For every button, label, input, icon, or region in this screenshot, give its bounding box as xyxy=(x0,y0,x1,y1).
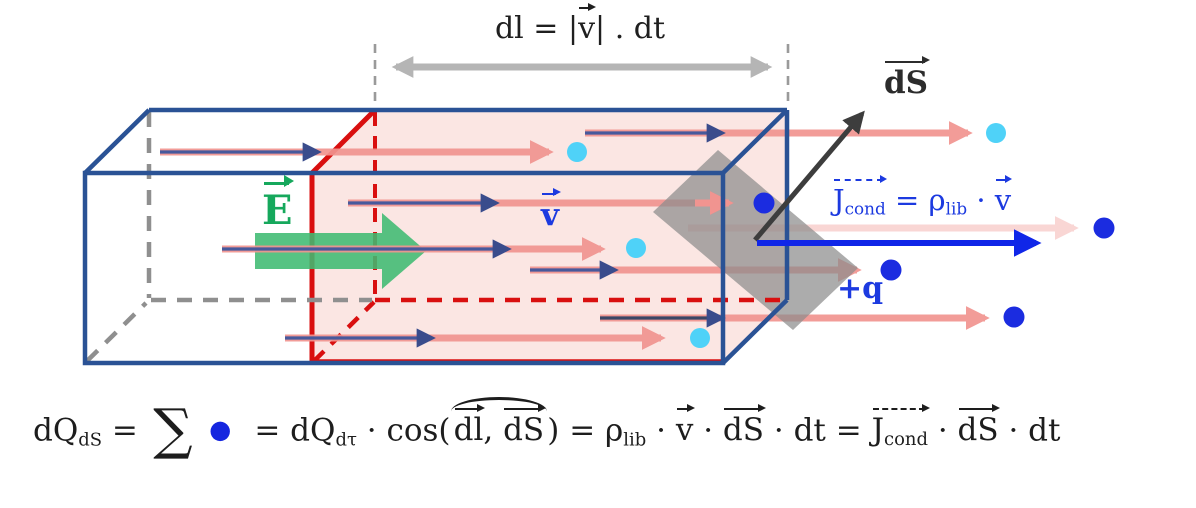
charge-dot-blue xyxy=(880,259,902,281)
current-density-label: Jcond = ρlib · v xyxy=(833,174,1013,219)
charge-dot-cyan xyxy=(986,123,1006,143)
charge-dot-cyan xyxy=(567,142,587,162)
charge-dot-blue xyxy=(1093,217,1115,239)
charge-dot-blue xyxy=(1003,306,1025,328)
box-top-left-edge xyxy=(83,108,151,175)
charge-dots-crossed xyxy=(753,192,1115,328)
charge-arrows xyxy=(160,121,1079,350)
box-bottom-right-edge xyxy=(721,298,789,365)
charge-dot-blue xyxy=(753,192,775,214)
charge-flux-formula: dQdS = ∑ ● = dQdτ · cos(dl, dS) = ρlib · … xyxy=(33,397,1061,462)
hidden-box-edges xyxy=(85,112,372,363)
box-front-face xyxy=(82,170,726,366)
charge-dots-inside xyxy=(567,123,1006,348)
box-top-right-edge xyxy=(721,108,789,175)
e-field-label: E xyxy=(262,175,294,234)
dl-extent xyxy=(373,44,790,107)
charge-label: +q xyxy=(837,271,884,306)
dl-extent-label: dl = |v| . dt xyxy=(494,2,666,46)
hidden-bottom-left-edge xyxy=(85,301,148,363)
velocity-label: v xyxy=(541,188,561,233)
ds-normal-arrow xyxy=(753,110,865,242)
charge-dot-cyan xyxy=(626,238,646,258)
section-top-edge xyxy=(310,108,377,175)
charge-dot-cyan xyxy=(690,328,710,348)
ds-surface-label: dS xyxy=(884,56,930,101)
